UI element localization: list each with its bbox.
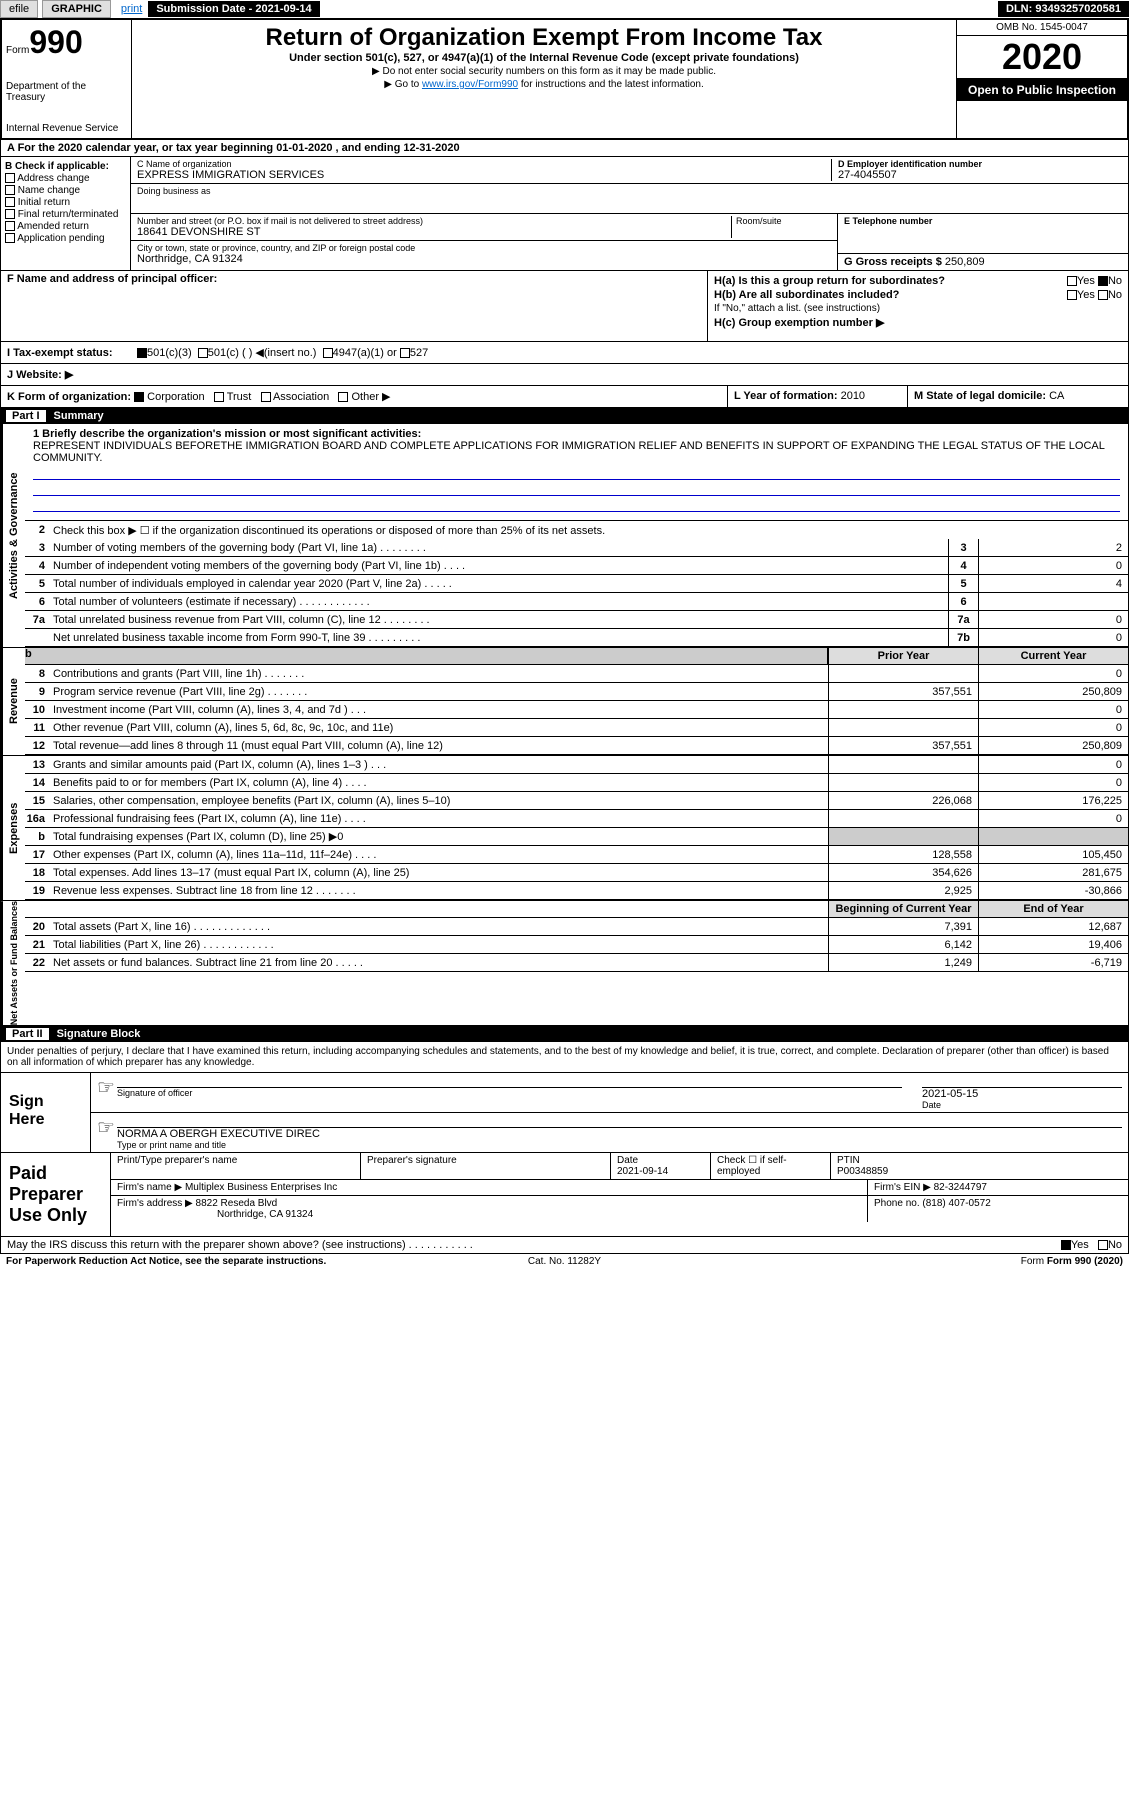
graphic-label: GRAPHIC xyxy=(42,0,111,18)
table-row: 3Number of voting members of the governi… xyxy=(25,539,1128,557)
chk-amended[interactable]: Amended return xyxy=(5,221,126,232)
firm-name: Multiplex Business Enterprises Inc xyxy=(185,1182,337,1193)
ssn-note: ▶ Do not enter social security numbers o… xyxy=(140,66,948,77)
h-c: H(c) Group exemption number ▶ xyxy=(714,316,1122,329)
table-row: 20Total assets (Part X, line 16) . . . .… xyxy=(25,918,1128,936)
chk-name[interactable]: Name change xyxy=(5,185,126,196)
gross-receipts: G Gross receipts $ 250,809 xyxy=(838,254,1128,270)
submission-date: Submission Date - 2021-09-14 xyxy=(148,1,319,17)
org-name: EXPRESS IMMIGRATION SERVICES xyxy=(137,169,831,181)
chk-final[interactable]: Final return/terminated xyxy=(5,209,126,220)
room-label: Room/suite xyxy=(731,216,831,238)
table-row: 19Revenue less expenses. Subtract line 1… xyxy=(25,882,1128,900)
table-row: 11Other revenue (Part VIII, column (A), … xyxy=(25,719,1128,737)
line2: Check this box ▶ ☐ if the organization d… xyxy=(49,523,1128,538)
tax-year-line: A For the 2020 calendar year, or tax yea… xyxy=(0,140,1129,157)
signature-intro: Under penalties of perjury, I declare th… xyxy=(0,1042,1129,1073)
goto-note: ▶ Go to www.irs.gov/Form990 for instruct… xyxy=(140,79,948,90)
prep-self-emp: Check ☐ if self-employed xyxy=(711,1153,831,1179)
open-inspection: Open to Public Inspection xyxy=(957,79,1127,101)
chk-address[interactable]: Address change xyxy=(5,173,126,184)
chk-pending[interactable]: Application pending xyxy=(5,233,126,244)
side-rev: Revenue xyxy=(1,648,25,755)
section-bcd: B Check if applicable: Address change Na… xyxy=(0,157,1129,271)
dba-label: Doing business as xyxy=(131,184,1128,214)
c-name-label: C Name of organization xyxy=(137,159,831,169)
table-row: 17Other expenses (Part IX, column (A), l… xyxy=(25,846,1128,864)
line1-label: 1 Briefly describe the organization's mi… xyxy=(33,428,1120,440)
table-row: 15Salaries, other compensation, employee… xyxy=(25,792,1128,810)
na-header: Beginning of Current YearEnd of Year xyxy=(25,901,1128,918)
mission-text: REPRESENT INDIVIDUALS BEFORETHE IMMIGRAT… xyxy=(33,440,1120,464)
table-row: bTotal fundraising expenses (Part IX, co… xyxy=(25,828,1128,846)
f-label: F Name and address of principal officer: xyxy=(7,273,217,285)
rev-header: bPrior YearCurrent Year xyxy=(25,648,1128,665)
dln-label: DLN: 93493257020581 xyxy=(998,1,1129,17)
h-b: H(b) Are all subordinates included? Yes … xyxy=(714,289,1122,301)
form-subtitle: Under section 501(c), 527, or 4947(a)(1)… xyxy=(140,52,948,64)
klm-row: K Form of organization: Corporation Trus… xyxy=(0,386,1129,408)
table-row: 16aProfessional fundraising fees (Part I… xyxy=(25,810,1128,828)
city-value: Northridge, CA 91324 xyxy=(137,253,831,265)
table-row: 21Total liabilities (Part X, line 26) . … xyxy=(25,936,1128,954)
revenue-section: Revenue bPrior YearCurrent Year 8Contrib… xyxy=(0,648,1129,756)
officer-name: NORMA A OBERGH EXECUTIVE DIREC xyxy=(117,1128,1122,1140)
form-number: Form990 xyxy=(6,24,127,61)
netassets-section: Net Assets or Fund Balances Beginning of… xyxy=(0,901,1129,1026)
part1-header: Part I Summary xyxy=(0,408,1129,424)
form-header: Form990 Department of the Treasury Inter… xyxy=(0,20,1129,140)
table-row: 18Total expenses. Add lines 13–17 (must … xyxy=(25,864,1128,882)
table-row: 13Grants and similar amounts paid (Part … xyxy=(25,756,1128,774)
ein-value: 27-4045507 xyxy=(838,169,1122,181)
side-exp: Expenses xyxy=(1,756,25,900)
part2-header: Part II Signature Block xyxy=(0,1026,1129,1042)
table-row: 10Investment income (Part VIII, column (… xyxy=(25,701,1128,719)
paid-prep-label: Paid Preparer Use Only xyxy=(1,1153,111,1236)
table-row: 4Number of independent voting members of… xyxy=(25,557,1128,575)
section-fgh: F Name and address of principal officer:… xyxy=(0,271,1129,342)
telephone-label: E Telephone number xyxy=(838,214,1128,254)
tax-year: 2020 xyxy=(957,36,1127,79)
table-row: 6Total number of volunteers (estimate if… xyxy=(25,593,1128,611)
table-row: 7aTotal unrelated business revenue from … xyxy=(25,611,1128,629)
expenses-section: Expenses 13Grants and similar amounts pa… xyxy=(0,756,1129,901)
activities-governance: Activities & Governance 1 Briefly descri… xyxy=(0,424,1129,648)
side-na: Net Assets or Fund Balances xyxy=(1,901,25,1025)
h-a: H(a) Is this a group return for subordin… xyxy=(714,275,1122,287)
irs-label: Internal Revenue Service xyxy=(6,123,127,134)
street-value: 18641 DEVONSHIRE ST xyxy=(137,226,731,238)
d-ein-label: D Employer identification number xyxy=(838,159,1122,169)
tax-status-row: I Tax-exempt status: 501(c)(3) 501(c) ( … xyxy=(0,342,1129,364)
city-label: City or town, state or province, country… xyxy=(137,243,831,253)
sign-here-label: Sign Here xyxy=(1,1073,91,1152)
table-row: 8Contributions and grants (Part VIII, li… xyxy=(25,665,1128,683)
side-ag: Activities & Governance xyxy=(1,424,25,647)
table-row: Net unrelated business taxable income fr… xyxy=(25,629,1128,647)
paid-preparer-block: Paid Preparer Use Only Print/Type prepar… xyxy=(0,1153,1129,1237)
irs-link[interactable]: www.irs.gov/Form990 xyxy=(422,79,518,90)
table-row: 14Benefits paid to or for members (Part … xyxy=(25,774,1128,792)
website-row: J Website: ▶ xyxy=(0,364,1129,386)
top-bar: efile GRAPHIC print Submission Date - 20… xyxy=(0,0,1129,20)
b-label: B Check if applicable: xyxy=(5,161,126,172)
table-row: 5Total number of individuals employed in… xyxy=(25,575,1128,593)
sign-here-block: Sign Here ☞ Signature of officer 2021-05… xyxy=(0,1073,1129,1153)
discuss-row: May the IRS discuss this return with the… xyxy=(0,1237,1129,1254)
h-b-note: If "No," attach a list. (see instruction… xyxy=(714,303,1122,314)
table-row: 22Net assets or fund balances. Subtract … xyxy=(25,954,1128,972)
prep-sig-label: Preparer's signature xyxy=(361,1153,611,1179)
print-link[interactable]: print xyxy=(121,3,142,15)
street-label: Number and street (or P.O. box if mail i… xyxy=(137,216,731,226)
form-title: Return of Organization Exempt From Incom… xyxy=(140,24,948,52)
dept-treasury: Department of the Treasury xyxy=(6,81,127,103)
table-row: 9Program service revenue (Part VIII, lin… xyxy=(25,683,1128,701)
page-footer: For Paperwork Reduction Act Notice, see … xyxy=(0,1254,1129,1269)
prep-name-label: Print/Type preparer's name xyxy=(111,1153,361,1179)
chk-initial[interactable]: Initial return xyxy=(5,197,126,208)
omb-number: OMB No. 1545-0047 xyxy=(957,20,1127,36)
efile-button[interactable]: efile xyxy=(0,0,38,18)
table-row: 12Total revenue—add lines 8 through 11 (… xyxy=(25,737,1128,755)
